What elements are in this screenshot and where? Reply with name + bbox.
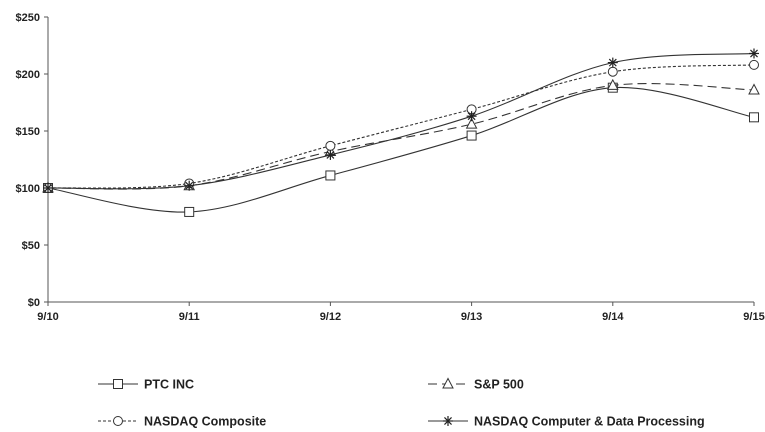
data-point [325,170,336,181]
y-tick-label: $0 [28,297,40,309]
x-tick-group: 9/10 9/11 9/12 9/13 9/14 9/15 [37,302,765,323]
data-point [466,130,477,141]
y-tick-label: $50 [22,240,40,252]
y-tick-label: $250 [16,12,40,24]
legend-label: PTC INC [144,378,194,392]
series-line [47,64,755,189]
legend-label: NASDAQ Composite [144,415,266,429]
data-point [749,112,759,123]
data-point [606,78,619,90]
data-point [607,66,618,77]
data-point [748,83,760,95]
y-tick-group: $0 $50 $100 $150 $200 $250 [16,12,48,309]
series-line [47,52,755,190]
data-point [466,111,477,122]
data-point [184,180,195,191]
legend-marker [442,377,454,389]
legend-marker [113,379,123,389]
x-tick-label: 9/12 [320,311,341,323]
legend-marker [443,416,453,426]
y-tick-label: $150 [16,126,40,138]
data-point [607,57,618,68]
legend: PTC INC S&P 500 NASDAQ Composite NASDAQ Com… [98,377,705,429]
legend-label: NASDAQ Computer & Data Processing [474,415,705,429]
legend-item: PTC INC [98,378,194,392]
x-tick-label: 9/10 [37,311,58,323]
y-tick-label: $100 [16,183,40,195]
legend-item: NASDAQ Composite [98,415,266,429]
series-1 [42,78,760,193]
data-point [43,183,53,193]
y-tick-label: $200 [16,69,40,81]
legend-item: S&P 500 [428,377,524,392]
data-point [325,149,336,160]
legend-label: S&P 500 [474,378,524,392]
legend-item: NASDAQ Computer & Data Processing [428,415,705,429]
series-line [47,86,755,213]
x-tick-label: 9/15 [743,311,764,323]
data-point [465,117,478,129]
series-3 [43,48,759,193]
series-0 [43,82,759,217]
legend-marker [113,416,123,426]
data-point [749,48,759,59]
data-point [325,140,336,151]
data-point [749,59,759,70]
data-point [184,206,195,217]
series-2 [43,59,759,193]
x-tick-label: 9/13 [461,311,482,323]
x-tick-label: 9/11 [179,311,200,323]
x-tick-label: 9/14 [602,311,624,323]
series-lines [42,48,760,217]
